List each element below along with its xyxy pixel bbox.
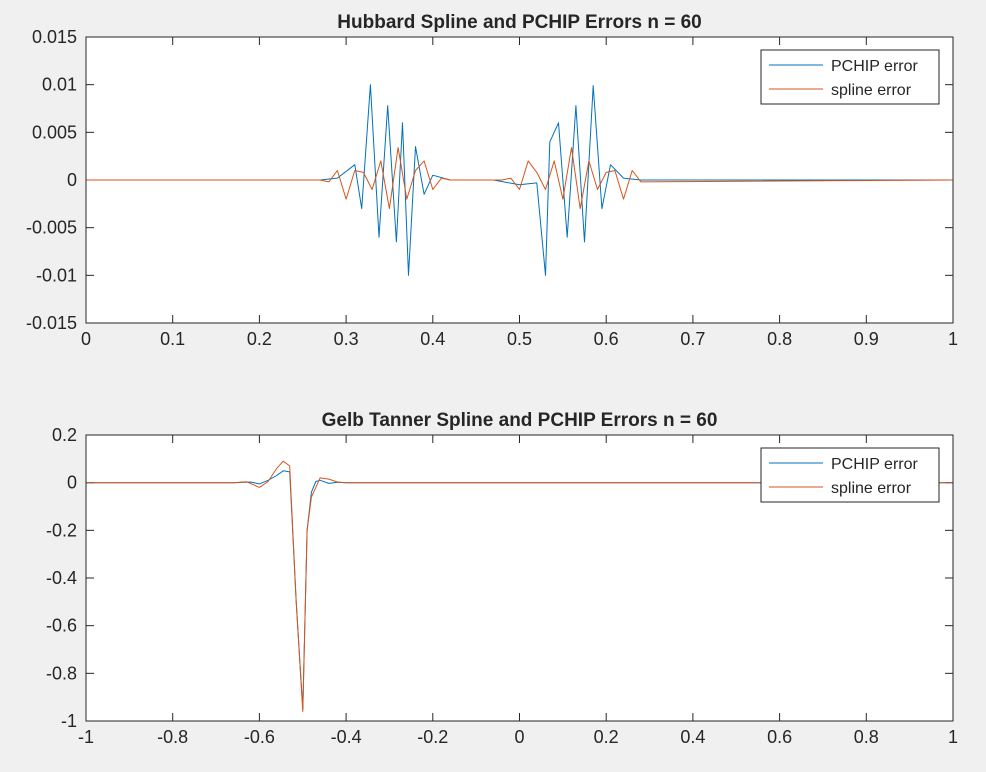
chart-1: Hubbard Spline and PCHIP Errors n = 60 0 0… xyxy=(26,12,958,349)
legend-box xyxy=(760,49,940,105)
x-tick-label: 0 xyxy=(514,727,524,747)
legend: PCHIP error spline error xyxy=(760,49,940,105)
y-tick-label: 0.2 xyxy=(52,425,77,445)
x-tick-label: 0.2 xyxy=(247,329,272,349)
axes-box xyxy=(85,434,954,722)
x-tick-label: -0.2 xyxy=(417,727,448,747)
y-tick-label: -0.01 xyxy=(36,265,77,285)
series-line-spline-error xyxy=(86,460,953,712)
x-tick-label: 0.6 xyxy=(594,329,619,349)
x-tick-label: 0.9 xyxy=(854,329,879,349)
y-tick-label: 0.015 xyxy=(32,27,77,47)
x-tick-label: 0.8 xyxy=(767,329,792,349)
x-tick-label: 0.7 xyxy=(680,329,705,349)
x-tick-label: 1 xyxy=(948,329,958,349)
x-tick-label: 0 xyxy=(81,329,91,349)
y-tick-label: 0.005 xyxy=(32,122,77,142)
y-tick-label: 0 xyxy=(67,473,77,493)
y-tick-label: 0 xyxy=(67,170,77,190)
legend-entry: spline error xyxy=(831,82,912,99)
legend-entry: PCHIP error xyxy=(831,58,919,75)
x-tick-label: 0.3 xyxy=(334,329,359,349)
x-tick-label: -1 xyxy=(78,727,94,747)
y-tick-label: -1 xyxy=(61,711,77,731)
y-tick-label: -0.015 xyxy=(26,313,77,333)
chart-title: Gelb Tanner Spline and PCHIP Errors n = … xyxy=(322,410,718,431)
y-tick-label: -0.2 xyxy=(46,520,77,540)
legend-box xyxy=(760,447,940,503)
series-line-spline-error xyxy=(86,147,954,210)
legend-entry: PCHIP error xyxy=(831,456,919,473)
x-tick-label: -0.8 xyxy=(157,727,188,747)
x-tick-label: 0.8 xyxy=(854,727,879,747)
legend: PCHIP error spline error xyxy=(760,447,940,503)
legend-entry: spline error xyxy=(831,480,912,497)
y-tick-label: -0.005 xyxy=(26,218,77,238)
x-tick-label: 0.6 xyxy=(767,727,792,747)
x-tick-label: -0.6 xyxy=(244,727,275,747)
x-tick-label: 0.2 xyxy=(594,727,619,747)
x-tick-label: 0.1 xyxy=(160,329,185,349)
x-tick-label: 0.4 xyxy=(680,727,705,747)
axes-box xyxy=(85,36,954,324)
x-tick-label: 1 xyxy=(948,727,958,747)
chart-title: Hubbard Spline and PCHIP Errors n = 60 xyxy=(337,12,701,33)
y-tick-label: 0.01 xyxy=(42,75,77,95)
chart-2: Gelb Tanner Spline and PCHIP Errors n = … xyxy=(46,410,958,747)
y-tick-label: -0.6 xyxy=(46,616,77,636)
x-tick-label: 0.5 xyxy=(507,329,532,349)
y-tick-label: -0.8 xyxy=(46,663,77,683)
x-tick-label: 0.4 xyxy=(420,329,445,349)
x-tick-label: -0.4 xyxy=(331,727,362,747)
y-tick-label: -0.4 xyxy=(46,568,77,588)
